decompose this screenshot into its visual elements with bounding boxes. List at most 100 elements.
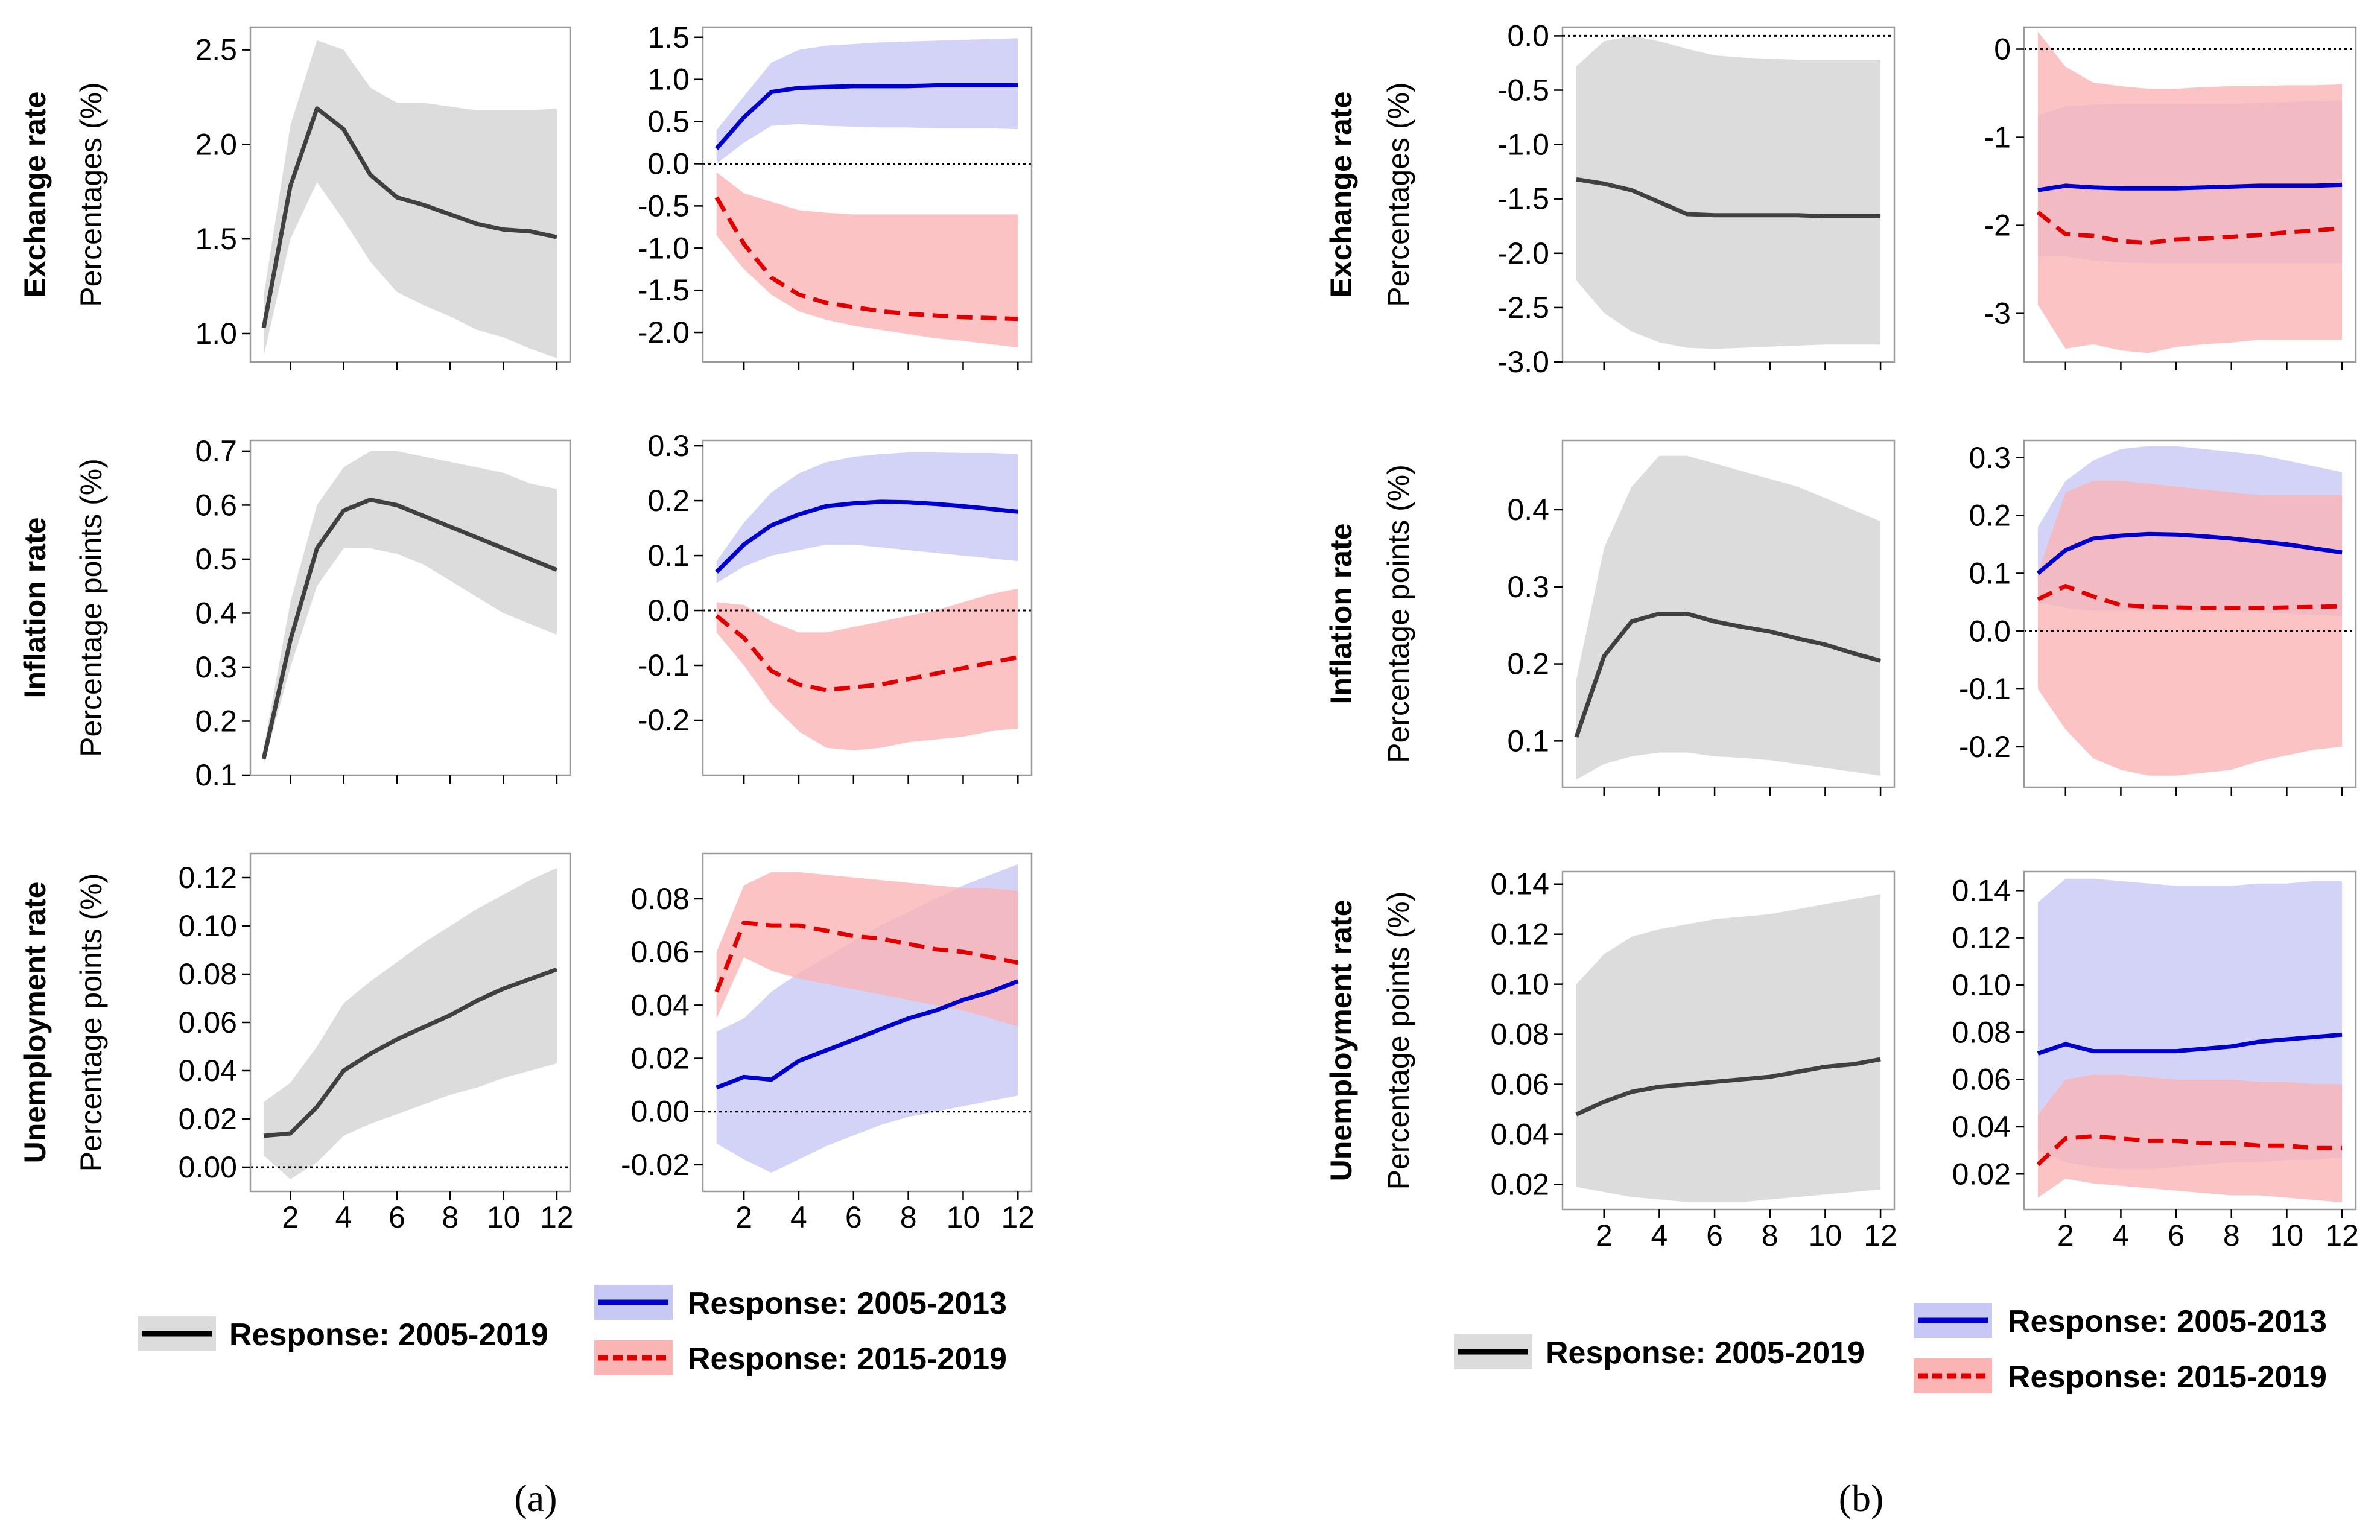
ytick-label-a-0-sub-4: 0.0	[647, 147, 690, 180]
ytick-label-b-1-sub-1: -0.1	[1959, 672, 2011, 706]
ytick-label-a-1-full-5: 0.6	[195, 488, 237, 522]
band-b-1-sub-s1	[2037, 481, 2343, 776]
ytick-label-b-1-full-1: 0.2	[1507, 647, 1549, 681]
xtick-label-b-sub-3: 8	[2223, 1218, 2240, 1252]
band-a-1-sub-s1	[716, 588, 1018, 751]
ytick-label-a-1-sub-3: 0.1	[647, 539, 690, 572]
xtick-label-b-full-2: 6	[1706, 1218, 1723, 1252]
axes-a-0-sub: -2.0 -1.5 -1.0 -0.5 0.0 0.5 1.0 1.5	[638, 21, 1033, 370]
frame-a-2-sub	[702, 852, 1033, 1193]
xtick-label-b-sub-5: 12	[2325, 1218, 2359, 1252]
xtick-label-a-sub-3: 8	[900, 1200, 917, 1234]
ytick-label-a-0-sub-7: 1.5	[647, 21, 690, 54]
xtick-label-b-sub-4: 10	[2270, 1218, 2304, 1252]
ytick-label-a-2-full-1: 0.02	[179, 1102, 237, 1136]
xtick-label-b-full-3: 8	[1762, 1218, 1779, 1252]
frame-b-0-full	[1561, 26, 1896, 363]
xtick-label-a-full-3: 8	[442, 1200, 459, 1234]
ytick-label-a-1-full-1: 0.2	[195, 704, 237, 738]
ytick-label-a-0-full-1: 1.5	[195, 222, 237, 256]
frame-a-0-sub	[702, 26, 1033, 363]
series-line-b-1-full-s0	[1574, 612, 1882, 738]
ylabel-b-2: Percentage points (%)	[1382, 892, 1415, 1190]
ytick-label-a-0-sub-1: -1.5	[638, 273, 690, 307]
ytick-label-b-2-full-0: 0.02	[1491, 1168, 1549, 1202]
frame-a-1-full	[249, 439, 571, 776]
ytick-label-b-2-full-1: 0.04	[1491, 1118, 1549, 1152]
ytick-label-a-2-full-6: 0.12	[179, 861, 237, 895]
ytick-label-b-2-full-5: 0.12	[1491, 917, 1549, 951]
xtick-label-a-sub-4: 10	[947, 1200, 980, 1234]
series-line-a-1-sub-s0	[715, 499, 1018, 574]
ytick-label-a-1-sub-1: -0.1	[638, 648, 690, 682]
frame-b-0-sub	[2023, 26, 2357, 363]
frame-a-1-sub	[702, 439, 1033, 776]
series-line-b-1-sub-s1	[2037, 584, 2343, 610]
ylabel-b-0: Percentages (%)	[1382, 82, 1415, 306]
xtick-label-a-full-0: 2	[282, 1200, 299, 1234]
xtick-label-a-full-5: 12	[540, 1200, 574, 1234]
xtick-label-a-full-1: 4	[335, 1200, 352, 1234]
frame-b-1-sub	[2023, 439, 2357, 788]
axes-a-1-full: 0.1 0.2 0.3 0.4 0.5 0.6 0.7	[195, 434, 571, 792]
ytick-label-a-2-full-3: 0.06	[179, 1006, 237, 1039]
band-a-0-sub-s1	[716, 172, 1018, 348]
ytick-label-b-0-full-6: 0.0	[1507, 19, 1549, 52]
band-a-2-sub-s1	[716, 872, 1018, 1027]
ytick-label-a-0-full-2: 2.0	[195, 127, 237, 161]
ytick-label-a-1-sub-2: 0.0	[647, 594, 690, 627]
ytick-label-b-1-full-0: 0.1	[1507, 724, 1549, 758]
frame-b-2-sub	[2023, 870, 2357, 1211]
xtick-label-b-full-1: 4	[1651, 1218, 1668, 1252]
ytick-label-b-2-sub-1: 0.04	[1952, 1110, 2011, 1144]
series-line-a-2-full-s0	[263, 967, 558, 1138]
ytick-label-a-2-full-0: 0.00	[179, 1150, 237, 1184]
xtick-label-b-sub-2: 6	[2168, 1218, 2185, 1252]
band-b-0-sub-s1	[2037, 31, 2343, 353]
legend-a-sub1-label: Response: 2005-2013	[688, 1286, 1007, 1321]
ytick-label-b-0-full-1: -2.5	[1497, 291, 1549, 325]
row-title-a-1: Inflation rate	[18, 517, 52, 698]
series-line-a-2-sub-s1	[714, 921, 1018, 993]
series-line-a-1-full-s0	[261, 498, 558, 759]
ytick-label-b-2-full-6: 0.14	[1491, 867, 1549, 901]
band-b-2-full-s0	[1576, 894, 1881, 1202]
series-line-b-0-sub-s0	[2037, 182, 2343, 192]
xtick-label-a-full-2: 6	[389, 1200, 405, 1234]
ytick-label-a-2-sub-3: 0.04	[631, 988, 690, 1022]
legend-b-sub1-label: Response: 2005-2013	[2008, 1304, 2327, 1339]
ytick-label-a-1-sub-0: -0.2	[638, 703, 690, 737]
ytick-label-a-0-full-0: 1.0	[195, 317, 237, 350]
axes-b-0-sub: -3 -2 -1 0	[1984, 26, 2357, 370]
band-b-2-sub-s1	[2037, 1074, 2343, 1203]
series-line-b-2-sub-s0	[2037, 1032, 2343, 1056]
legend-a-full-label: Response: 2005-2019	[229, 1317, 548, 1352]
band-b-0-full-s0	[1576, 36, 1881, 349]
ytick-label-a-0-sub-2: -1.0	[638, 231, 690, 265]
ytick-label-b-0-full-2: -2.0	[1497, 236, 1549, 270]
ytick-label-b-2-sub-2: 0.06	[1952, 1063, 2011, 1097]
band-a-1-full-s0	[264, 451, 557, 765]
ytick-label-b-2-sub-5: 0.12	[1952, 921, 2011, 955]
ytick-label-b-0-sub-0: -3	[1984, 297, 2011, 331]
ytick-label-a-0-sub-0: -2.0	[638, 315, 690, 349]
ytick-label-a-2-sub-5: 0.08	[631, 882, 690, 916]
series-line-b-2-sub-s1	[2036, 1134, 2343, 1167]
row-title-a-2: Unemployment rate	[18, 882, 52, 1164]
ytick-label-a-1-full-6: 0.7	[195, 434, 237, 468]
axes-a-2-sub: -0.02 0.00 0.02 0.04 0.06 0.08 2 4 6 8 10 12	[621, 852, 1035, 1234]
xtick-label-b-full-5: 12	[1864, 1218, 1897, 1252]
axes-a-1-sub: -0.2 -0.1 0.0 0.1 0.2 0.3	[638, 429, 1033, 784]
axes-b-0-full: -3.0 -2.5 -2.0 -1.5 -1.0 -0.5 0.0	[1497, 19, 1896, 379]
ytick-label-b-2-sub-3: 0.08	[1952, 1015, 2011, 1049]
xtick-label-a-sub-5: 12	[1001, 1200, 1035, 1234]
ytick-label-a-0-sub-6: 1.0	[647, 63, 690, 97]
band-a-0-sub-s0	[716, 38, 1018, 164]
ytick-label-a-2-sub-0: -0.02	[621, 1148, 690, 1182]
ytick-label-b-1-full-2: 0.3	[1507, 570, 1549, 604]
ytick-label-a-2-sub-2: 0.02	[631, 1042, 690, 1076]
series-line-a-2-sub-s0	[716, 979, 1019, 1090]
ytick-label-b-2-sub-0: 0.02	[1952, 1157, 2011, 1191]
ytick-label-b-1-sub-0: -0.2	[1959, 730, 2011, 764]
